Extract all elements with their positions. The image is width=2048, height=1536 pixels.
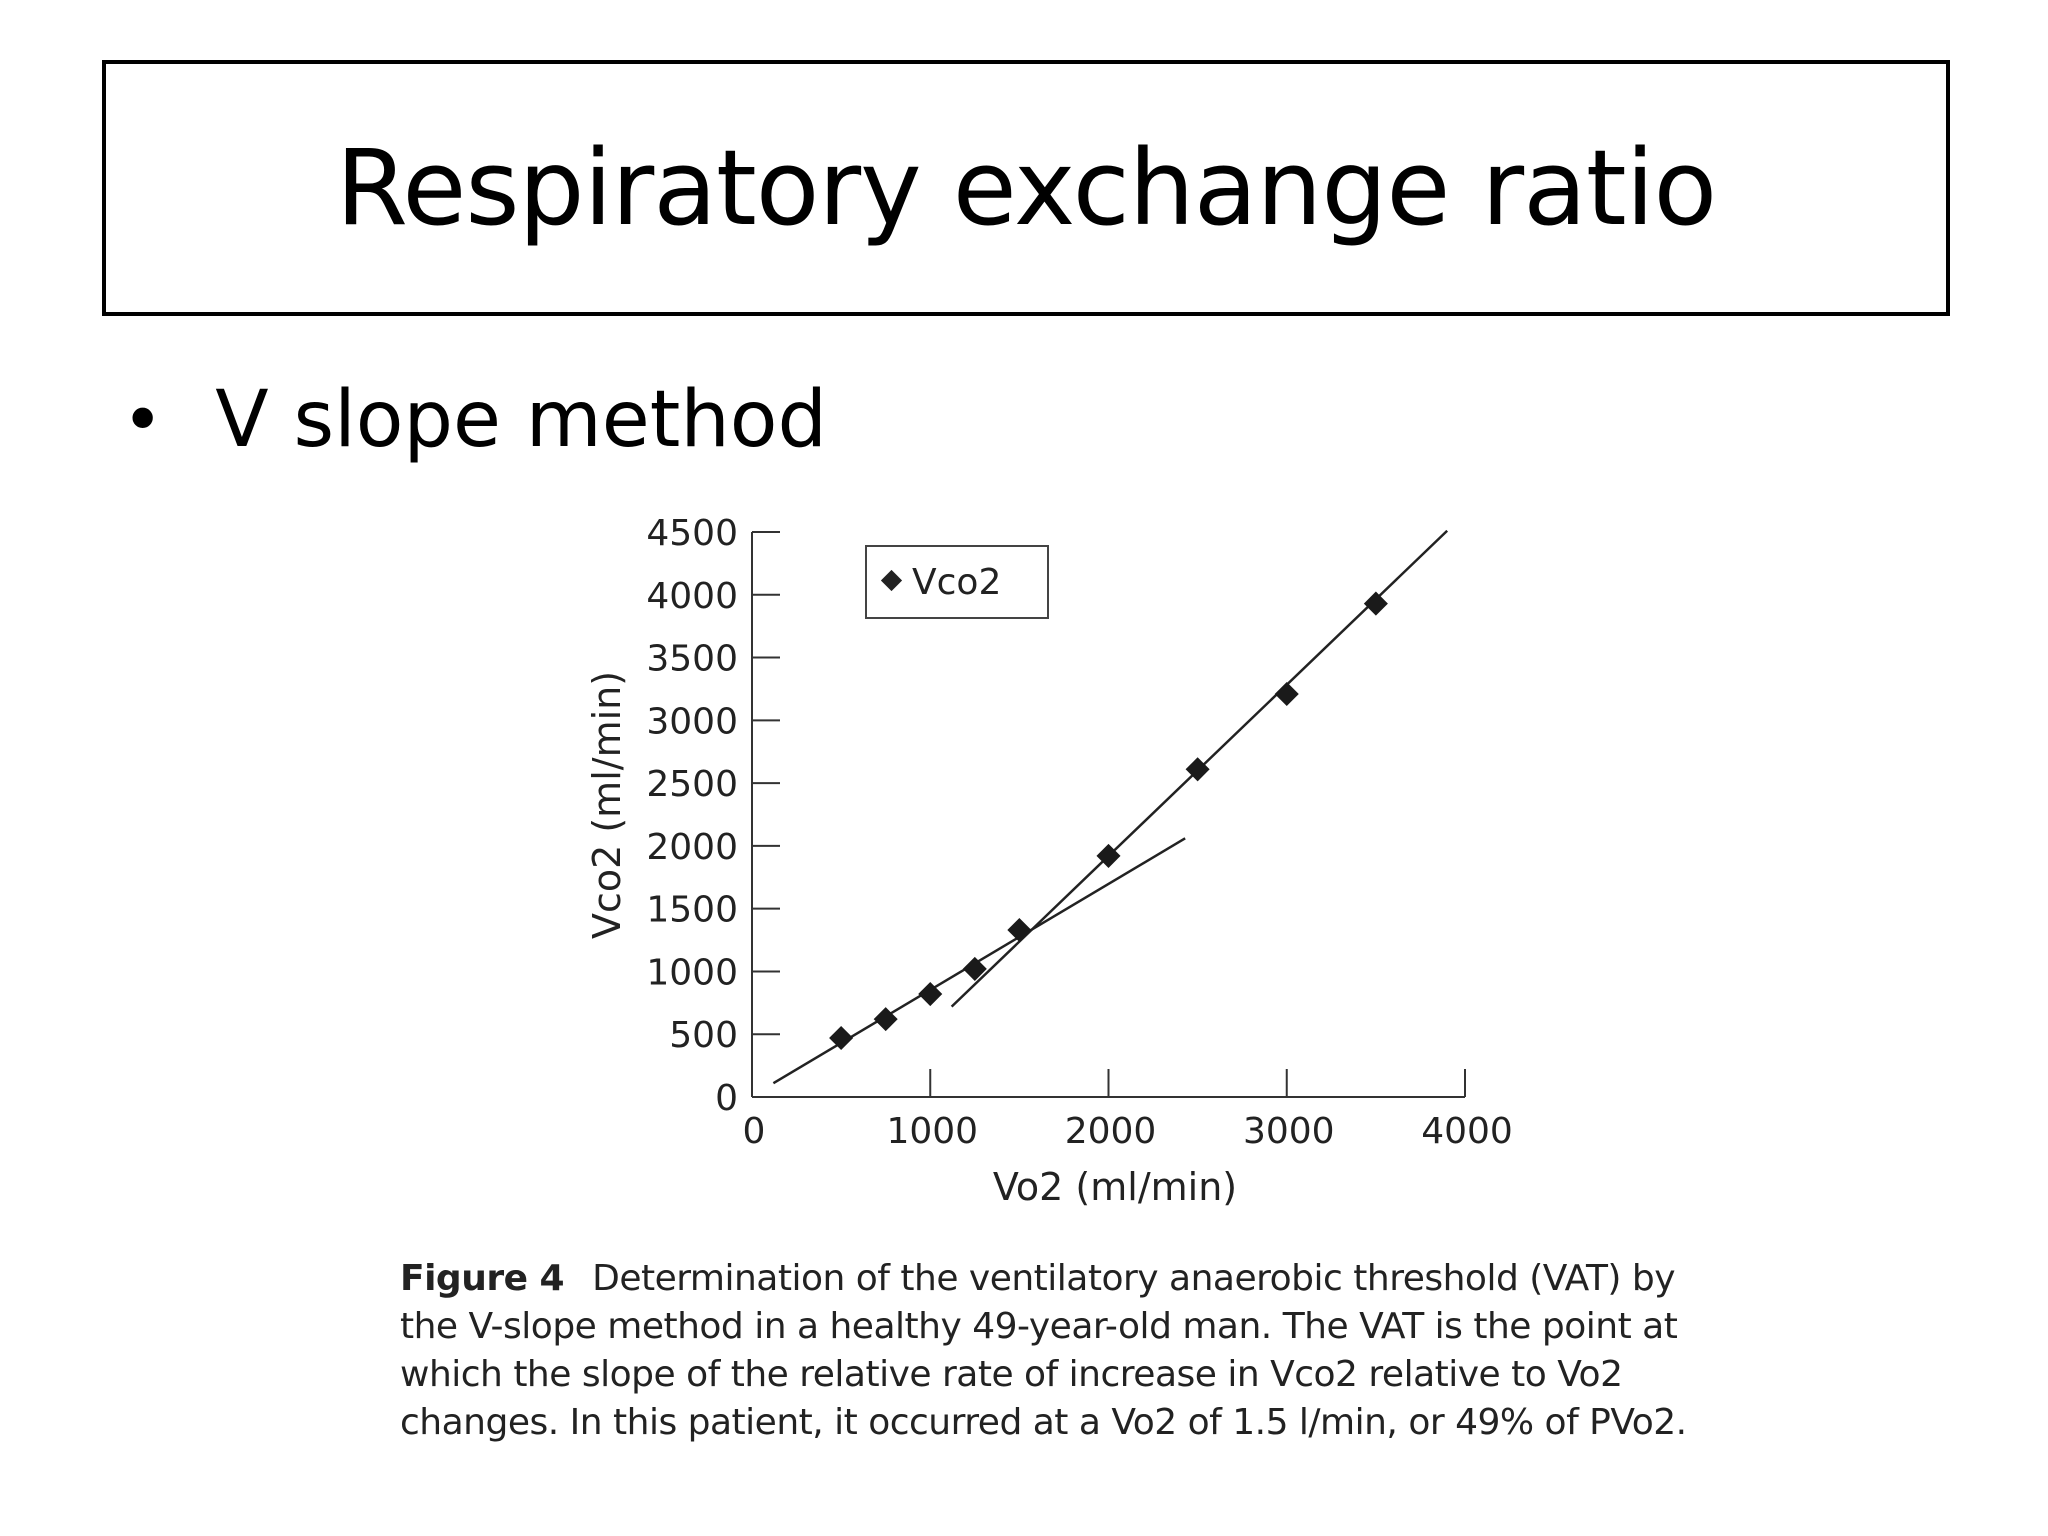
y-tick-label: 2000 — [646, 827, 738, 868]
data-point — [1363, 591, 1388, 616]
y-tick-label: 1500 — [646, 890, 738, 931]
data-point — [1185, 757, 1210, 782]
bullet-item: • V slope method — [122, 375, 827, 465]
caption-label: Figure 4 — [400, 1258, 565, 1299]
data-point — [1274, 681, 1299, 706]
x-axis-label: Vo2 (ml/min) — [993, 1165, 1237, 1209]
legend-label: Vco2 — [912, 562, 1001, 603]
title-box: Respiratory exchange ratio — [102, 60, 1950, 316]
legend-marker-icon — [880, 569, 903, 592]
data-points — [829, 591, 1388, 1051]
y-tick-label: 0 — [715, 1078, 738, 1119]
x-tick-label: 2000 — [1065, 1111, 1157, 1152]
bullet-dot: • — [122, 379, 164, 461]
caption-text: Determination of the ventilatory anaerob… — [400, 1258, 1687, 1443]
fit-line — [772, 837, 1186, 1085]
x-tick-label: 1000 — [886, 1111, 978, 1152]
data-point — [1096, 843, 1121, 868]
y-tick-label: 1000 — [646, 952, 738, 993]
y-tick-label: 2500 — [646, 764, 738, 805]
y-axis-label: Vco2 (ml/min) — [585, 671, 629, 939]
x-tick-label: 0 — [743, 1111, 766, 1152]
data-point — [829, 1025, 854, 1051]
x-tick-label: 4000 — [1421, 1111, 1513, 1152]
x-tick-label: 3000 — [1243, 1111, 1335, 1152]
y-tick-label: 4000 — [646, 576, 738, 617]
bullet-text: V slope method — [215, 375, 827, 465]
y-tick-label: 3000 — [646, 701, 738, 742]
slide-title: Respiratory exchange ratio — [335, 127, 1717, 249]
chart-legend: Vco2 — [865, 545, 1049, 619]
chart-ticks: 0 500 1000 1500 2000 2500 3000 3500 4000 4500 0 100… — [646, 513, 1512, 1152]
y-tick-label: 500 — [669, 1015, 738, 1056]
y-tick-label: 3500 — [646, 639, 738, 680]
data-point — [1007, 917, 1032, 943]
y-tick-label: 4500 — [646, 513, 738, 554]
figure-caption: Figure 4 Determination of the ventilatory… — [400, 1255, 1710, 1447]
